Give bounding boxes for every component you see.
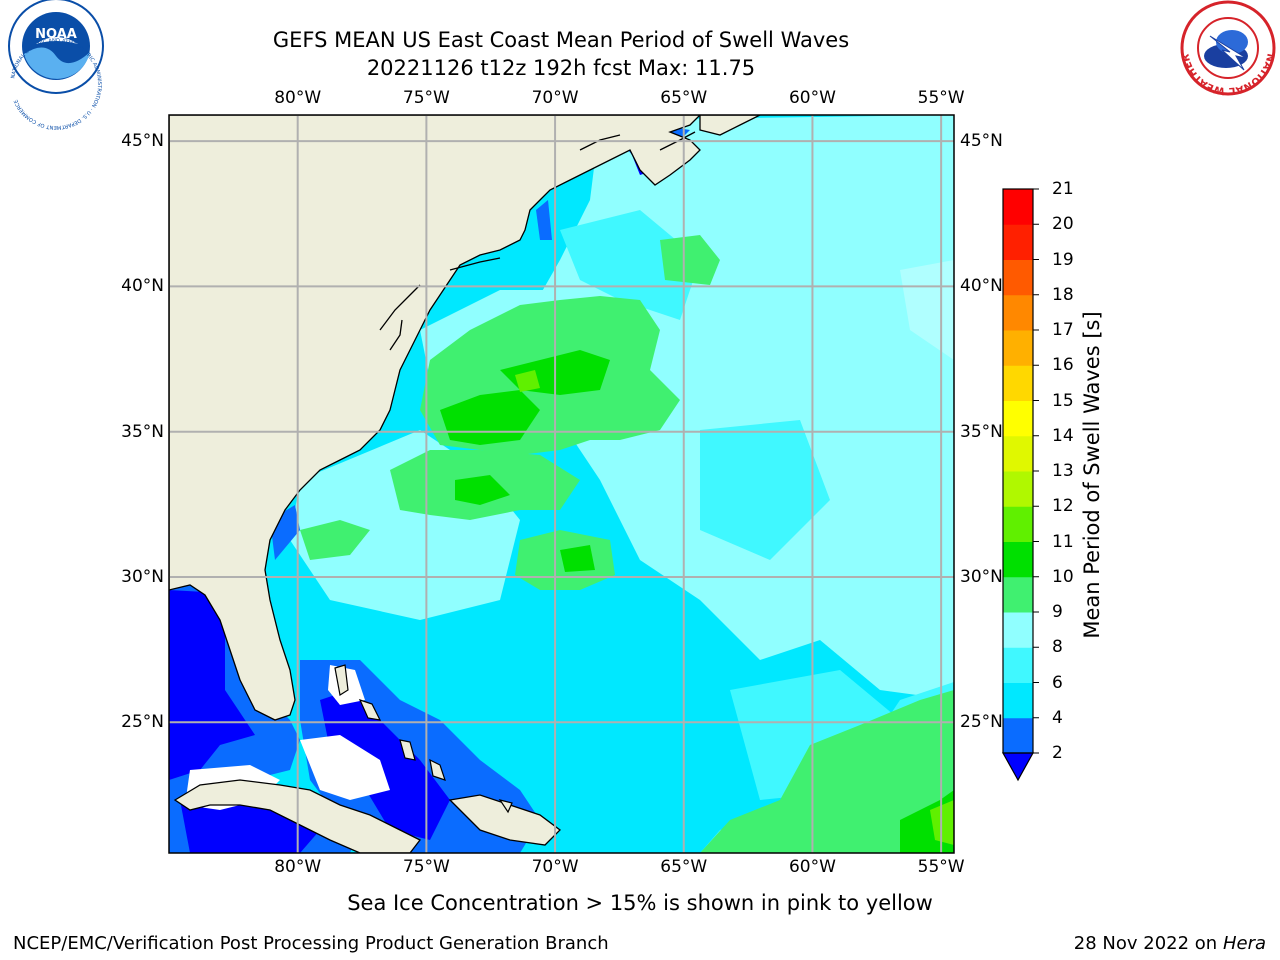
coast-details [379, 131, 696, 351]
noaa-logo-text: NOAA [35, 27, 77, 42]
lon-tick-label-bottom: 80°W [274, 857, 322, 877]
colorbar-tick-label: 14 [1052, 425, 1074, 446]
lat-tick-label-left: 30°N [121, 566, 164, 587]
colorbar-tick-label: 20 [1052, 214, 1074, 235]
colorbar-segment [1003, 224, 1033, 260]
colorbar-segment [1003, 506, 1033, 542]
lon-tick-label-bottom: 65°W [660, 857, 708, 877]
colorbar-segment [1003, 294, 1033, 331]
map-frame [168, 114, 955, 854]
lon-tick-label-top: 60°W [788, 88, 836, 108]
gridlines [169, 115, 954, 853]
lon-tick-label-bottom: 60°W [788, 857, 836, 877]
colorbar-segment [1003, 400, 1033, 437]
sea-ice-note: Sea Ice Concentration > 15% is shown in … [347, 891, 933, 915]
colorbar-tick-label: 8 [1052, 637, 1063, 658]
lon-tick-label-top: 80°W [274, 88, 322, 108]
colorbar-segment [1003, 682, 1033, 719]
date-text: 28 Nov 2022 on [1073, 933, 1218, 954]
colorbar-tick-label: 17 [1052, 320, 1074, 340]
colorbar-segment [1003, 541, 1033, 578]
lat-tick-label-right: 35°N [960, 421, 1003, 442]
lat-tick-label-left: 35°N [121, 421, 164, 442]
colorbar-tick-label: 13 [1052, 461, 1074, 481]
lat-tick-label-left: 40°N [121, 276, 164, 297]
colorbar-tick-label: 12 [1052, 496, 1074, 517]
colorbar-tick-label: 19 [1052, 249, 1074, 270]
colorbar-segment [1003, 717, 1033, 754]
colorbar-tick-label: 9 [1052, 602, 1063, 622]
colorbar-segment [1003, 189, 1033, 225]
lat-tick-label-right: 40°N [960, 276, 1003, 297]
map-area [169, 115, 954, 853]
colorbar-segment [1003, 471, 1033, 507]
lon-tick-label-bottom: 55°W [917, 857, 965, 877]
lon-tick-label-top: 65°W [660, 88, 708, 108]
bahamas-islands [334, 664, 513, 814]
nova-scotia [699, 115, 761, 136]
branch-credit: NCEP/EMC/Verification Post Processing Pr… [13, 933, 609, 954]
colorbar-segment [1003, 576, 1033, 613]
lon-tick-label-top: 75°W [402, 88, 450, 108]
colorbar-label-wrap: Mean Period of Swell Waves [s] [1072, 290, 1112, 660]
colorbar-tick-label: 4 [1052, 707, 1063, 728]
colorbar-segment [1003, 647, 1033, 683]
colorbar [1001, 188, 1039, 782]
north-america-land [169, 115, 701, 721]
lon-tick-label-top: 55°W [917, 88, 965, 108]
lat-tick-label-right: 45°N [960, 131, 1003, 152]
lat-tick-label-left: 25°N [121, 712, 164, 733]
host-name: Hera [1222, 933, 1266, 954]
lat-tick-label-right: 25°N [960, 712, 1003, 733]
date-credit: 28 Nov 2022 on Hera [1074, 933, 1266, 954]
colorbar-segment [1003, 365, 1033, 401]
green-region-southeast [700, 690, 954, 853]
colorbar-tick-label: 11 [1052, 531, 1074, 552]
colorbar-tick-label: 15 [1052, 390, 1074, 411]
colorbar-tick-label: 16 [1052, 355, 1074, 376]
colorbar-under-arrow [1001, 752, 1035, 782]
colorbar-segment [1003, 435, 1033, 472]
colorbar-segment [1003, 330, 1033, 366]
colorbar-tick-label: 2 [1052, 743, 1063, 763]
chart-subtitle: 20221126 t12z 192h fcst Max: 11.75 [366, 56, 756, 80]
colorbar-tick-label: 10 [1052, 566, 1074, 587]
lon-tick-label-top: 70°W [531, 88, 579, 108]
lat-tick-label-right: 30°N [960, 566, 1003, 587]
colorbar-tick-label: 6 [1052, 672, 1063, 693]
lon-tick-label-bottom: 75°W [402, 857, 450, 877]
chart-title: GEFS MEAN US East Coast Mean Period of S… [272, 28, 850, 52]
hispaniola [448, 794, 561, 846]
lat-tick-label-left: 45°N [121, 131, 164, 152]
colorbar-label: Mean Period of Swell Waves [s] [1080, 311, 1104, 639]
colorbar-tick-label: 18 [1052, 284, 1074, 305]
swell-period-contours [169, 115, 954, 853]
colorbar-tick-label: 21 [1052, 179, 1074, 199]
lon-tick-label-bottom: 70°W [531, 857, 579, 877]
colorbar-segment [1003, 612, 1033, 648]
colorbar-segment [1003, 259, 1033, 296]
